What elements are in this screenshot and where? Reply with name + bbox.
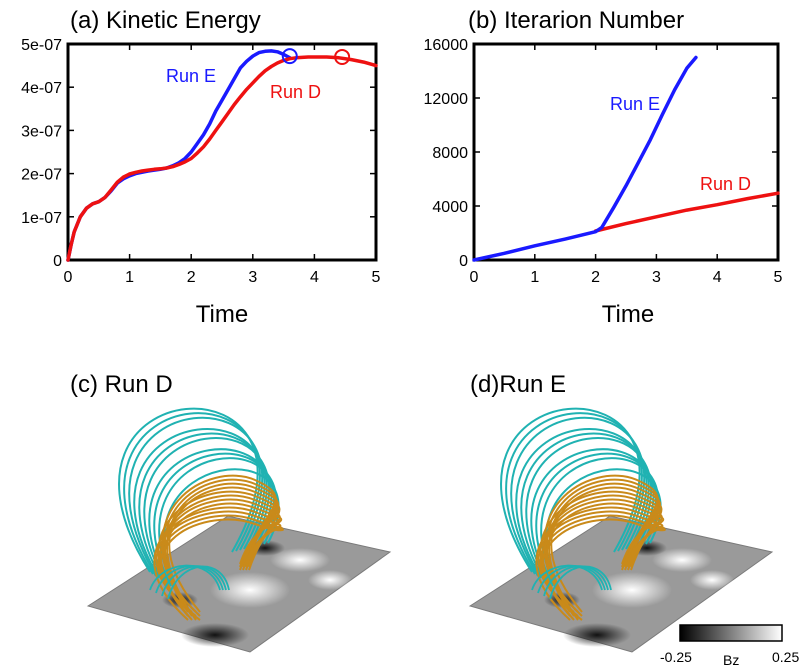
low-field-loop	[161, 565, 227, 597]
series-label-run-d: Run D	[270, 82, 321, 102]
run-d-3d-scene	[86, 407, 392, 653]
y-tick-label: 4000	[432, 199, 468, 216]
x-tick-label: 0	[470, 269, 479, 286]
x-tick-label: 5	[774, 269, 783, 286]
colorbar-min-label: -0.25	[660, 649, 692, 665]
open-field-line	[505, 412, 643, 575]
y-tick-label: 5e-07	[21, 37, 62, 54]
x-tick-label: 4	[310, 269, 319, 286]
x-tick-label: 2	[591, 269, 600, 286]
run-e-field-lines: (d)Run E	[468, 371, 774, 653]
marker-run-d	[334, 48, 351, 65]
x-tick-label: 1	[530, 269, 539, 286]
y-tick-label: 4e-07	[21, 80, 62, 97]
low-field-loop	[537, 565, 606, 594]
y-tick-label: 16000	[424, 37, 469, 54]
open-field-line	[128, 416, 264, 577]
twisted-field-line	[541, 518, 666, 621]
low-field-loop	[167, 565, 230, 600]
x-tick-label: 3	[248, 269, 257, 286]
colorbar-name-label: Bz	[723, 652, 739, 668]
series-label-run-d: Run D	[700, 174, 751, 194]
panel-d-title: (d)Run E	[470, 371, 566, 398]
y-tick-label: 2e-07	[21, 167, 62, 184]
colorbar-max-label: 0.25	[772, 649, 799, 665]
open-field-line	[118, 407, 259, 573]
run-e-3d-scene	[468, 407, 774, 653]
panel-a-title: (a) Kinetic Energy	[70, 7, 261, 34]
open-field-line	[138, 432, 268, 581]
x-tick-label: 4	[713, 269, 722, 286]
panel-a-xlabel: Time	[196, 301, 248, 328]
plot-frame	[472, 42, 780, 262]
negative-flux-patch	[563, 623, 631, 647]
positive-flux-patch	[690, 570, 734, 590]
open-field-line	[515, 428, 648, 579]
open-field-line	[510, 416, 646, 577]
x-tick-label: 3	[652, 269, 661, 286]
series-label-run-e: Run E	[166, 66, 216, 86]
panel-a-plot-area: 0 1 2 3 4 5 0 1e-07 2e-07 3e-07 4e-07 5e-07 Run E Run…	[21, 37, 380, 286]
positive-flux-patch	[308, 570, 352, 590]
open-field-line	[500, 407, 641, 573]
iteration-number-chart: (b) Iterarion Number 0 1 2 3 4 5 0 4000 8000 1200…	[424, 7, 783, 328]
marker-run-e	[281, 48, 298, 65]
positive-flux-patch	[210, 572, 290, 608]
series-line-run-e	[472, 55, 698, 262]
panel-b-plot-area: 0 1 2 3 4 5 0 4000 8000 12000 16000 Run D Run E	[424, 37, 783, 286]
negative-flux-patch	[181, 623, 249, 647]
positive-flux-patch	[592, 572, 672, 608]
series-label-run-e: Run E	[610, 94, 660, 114]
series-line-run-d	[66, 55, 378, 262]
open-field-line	[520, 432, 650, 581]
x-tick-label: 2	[187, 269, 196, 286]
positive-flux-patch	[652, 548, 712, 572]
panel-c-title: (c) Run D	[70, 371, 173, 398]
y-tick-label: 1e-07	[21, 210, 62, 227]
y-tick-label: 8000	[432, 145, 468, 162]
positive-flux-patch	[270, 548, 330, 572]
y-tick-label: 3e-07	[21, 123, 62, 140]
colorbar-gradient	[679, 624, 783, 642]
low-field-loop	[155, 565, 224, 594]
x-tick-label: 0	[64, 269, 73, 286]
x-tick-label: 5	[372, 269, 381, 286]
plot-frame	[66, 42, 378, 262]
y-tick-label: 0	[53, 253, 62, 270]
low-field-loop	[549, 565, 612, 600]
y-tick-label: 0	[459, 253, 468, 270]
panel-b-title: (b) Iterarion Number	[468, 7, 684, 34]
open-field-line	[133, 428, 266, 579]
kinetic-energy-chart: (a) Kinetic Energy 0 1 2 3 4 5 0 1e-07 2e-07 3e-0…	[21, 7, 380, 328]
panel-b-xlabel: Time	[602, 301, 654, 328]
open-field-line	[123, 412, 261, 575]
y-tick-label: 12000	[424, 91, 469, 108]
twisted-field-line	[159, 518, 284, 621]
bz-colorbar: -0.25 Bz 0.25	[660, 624, 799, 668]
run-d-field-lines: (c) Run D	[70, 371, 392, 653]
low-field-loop	[543, 565, 609, 597]
series-line-run-d	[593, 191, 780, 233]
x-tick-label: 1	[125, 269, 134, 286]
